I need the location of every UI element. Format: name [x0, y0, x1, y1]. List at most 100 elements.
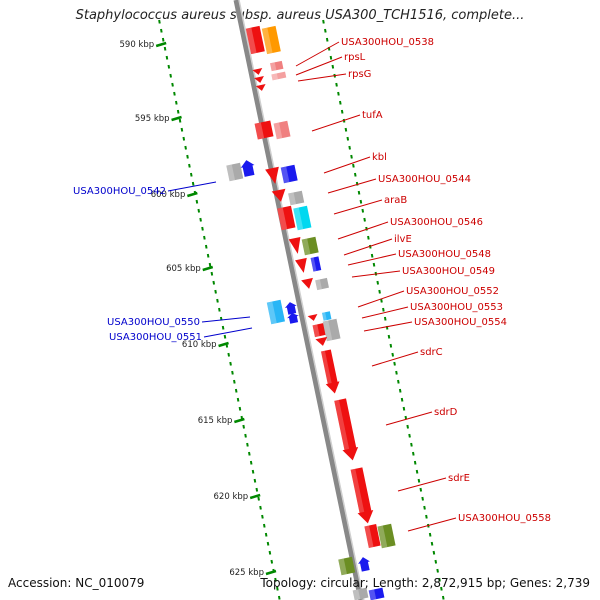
tick-track-right — [421, 496, 424, 501]
gene-block — [266, 299, 285, 325]
tick-track-left — [229, 361, 232, 366]
tick-track-right — [432, 550, 436, 555]
tick-track-right — [363, 217, 366, 222]
gene-label[interactable]: kbl — [372, 152, 387, 163]
gene-feature — [287, 313, 299, 324]
tick-track-right — [441, 595, 445, 600]
gene-feature — [271, 188, 286, 202]
tick-track-left — [182, 136, 186, 141]
gene-block — [261, 25, 281, 55]
tick-track-left — [201, 226, 204, 231]
gene-arrow — [307, 314, 318, 321]
gene-label[interactable]: USA300HOU_0542 — [73, 186, 166, 197]
tick-track-left — [158, 19, 161, 24]
tick-track-left — [253, 478, 257, 483]
gene-shade — [277, 207, 288, 231]
tick-track-right — [359, 199, 363, 204]
tick-track-left — [264, 532, 268, 537]
gene-arrow — [252, 68, 263, 75]
gene-label[interactable]: sdrE — [448, 473, 470, 484]
gene-feature — [240, 160, 255, 177]
scale-major-tick — [155, 41, 167, 48]
gene-label[interactable]: USA300HOU_0554 — [414, 317, 507, 328]
leader-line — [311, 114, 361, 132]
gene-label[interactable]: USA300HOU_0552 — [406, 286, 499, 297]
tick-track-left — [248, 451, 251, 456]
gene-label[interactable]: rpsG — [348, 69, 371, 80]
gene-label[interactable]: USA300HOU_0553 — [410, 302, 503, 313]
tick-track-right — [387, 334, 391, 339]
gene-block — [315, 277, 329, 291]
gene-shade — [350, 468, 365, 513]
gene-block — [288, 190, 305, 206]
gene-feature — [358, 557, 370, 572]
gene-label[interactable]: USA300HOU_0546 — [390, 217, 483, 228]
gene-block — [301, 236, 319, 256]
gene-label[interactable]: USA300HOU_0544 — [378, 174, 471, 185]
tick-track-right — [398, 388, 402, 393]
scale-label: 600 kbp — [151, 190, 186, 200]
tick-track-left — [244, 433, 247, 438]
gene-label[interactable]: ilvE — [394, 234, 412, 245]
gene-feature — [312, 322, 327, 338]
gene-block — [312, 322, 327, 338]
gene-shade — [280, 166, 290, 184]
gene-block — [226, 162, 244, 182]
gene-label[interactable]: USA300HOU_0558 — [458, 513, 551, 524]
tick-track-left — [195, 199, 199, 204]
leader-line — [371, 351, 419, 367]
gene-feature — [277, 205, 296, 231]
tick-track-left — [208, 262, 212, 267]
gene-feature — [280, 164, 298, 184]
gene-label[interactable]: USA300HOU_0549 — [402, 266, 495, 277]
gene-shade — [338, 558, 347, 576]
gene-arrow — [295, 257, 307, 273]
leader-line — [351, 270, 401, 278]
gene-feature — [321, 311, 332, 321]
tick-track-left — [167, 64, 171, 69]
tick-track-right — [383, 316, 387, 321]
gene-label[interactable]: araB — [384, 195, 407, 206]
gene-feature — [261, 25, 281, 55]
leader-line — [295, 41, 340, 67]
gene-label[interactable]: USA300HOU_0550 — [107, 317, 200, 328]
leader-line — [361, 306, 409, 319]
tick-track-right — [329, 55, 333, 60]
feature-layer — [226, 25, 396, 600]
tick-track-right — [339, 100, 342, 105]
scale-label: 625 kbp — [229, 568, 264, 578]
gene-feature — [266, 299, 285, 325]
gene-label[interactable]: USA300HOU_0548 — [398, 249, 491, 260]
gene-label[interactable]: USA300HOU_0538 — [341, 37, 434, 48]
tick-track-right — [428, 532, 432, 537]
gene-block — [270, 60, 284, 72]
gene-feature — [255, 84, 266, 91]
gene-shade — [315, 279, 322, 291]
gene-feature — [334, 398, 359, 461]
tick-track-left — [238, 406, 242, 411]
gene-label[interactable]: sdrD — [434, 407, 458, 418]
gene-feature — [295, 257, 307, 273]
gene-feature — [254, 120, 274, 140]
tick-track-left — [223, 334, 227, 339]
tick-track-right — [353, 172, 357, 177]
gene-shade — [266, 301, 277, 325]
tick-track-right — [370, 253, 374, 258]
gene-block — [322, 318, 341, 342]
tick-track-right — [413, 460, 417, 465]
tick-track-left — [236, 397, 240, 402]
tick-track-left — [274, 577, 277, 582]
gene-label[interactable]: rpsL — [344, 52, 366, 63]
gene-label[interactable]: tufA — [362, 110, 383, 121]
gene-label[interactable]: USA300HOU_0551 — [109, 332, 202, 343]
tick-track-left — [189, 172, 193, 177]
tick-track-right — [372, 262, 376, 267]
scale-major-tick — [249, 493, 261, 500]
gene-shade — [312, 324, 320, 338]
gene-label[interactable]: sdrC — [420, 347, 443, 358]
gene-shade — [254, 122, 265, 140]
tick-track-right — [395, 370, 398, 375]
tick-track-left — [266, 541, 270, 546]
tick-track-right — [412, 451, 415, 456]
gene-feature — [245, 25, 265, 55]
